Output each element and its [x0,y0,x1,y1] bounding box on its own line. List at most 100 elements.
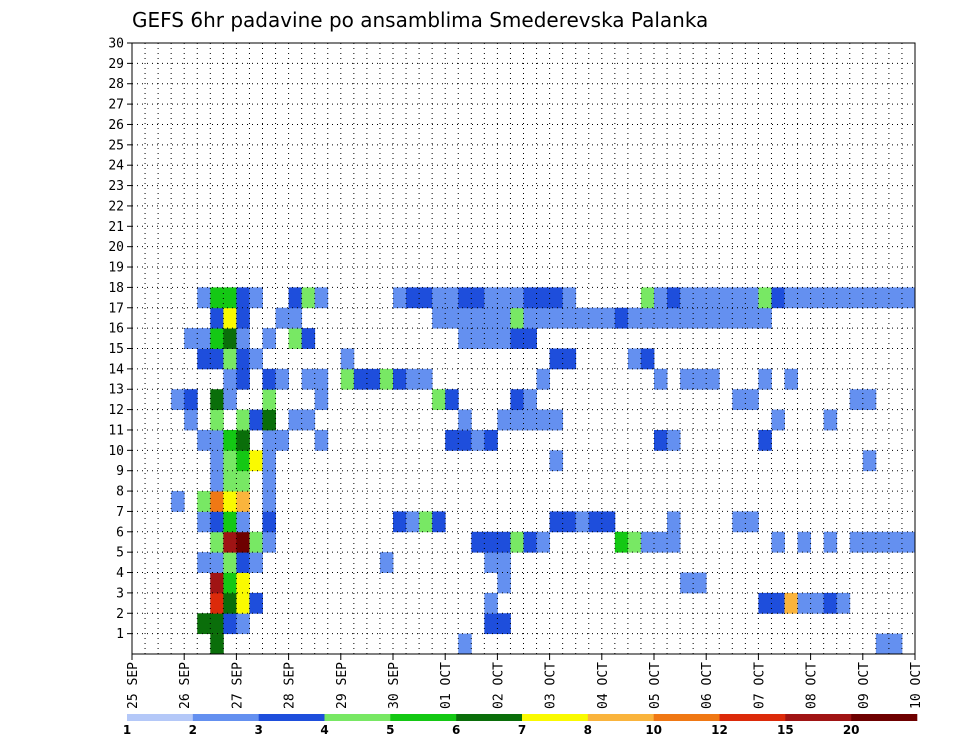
heatmap-cell [197,328,211,349]
heatmap-cell [197,511,211,533]
x-tick-label: 05 OCT [648,662,663,709]
heatmap-cell [236,287,250,309]
heatmap-cell [667,287,681,309]
heatmap-cell [523,307,537,329]
y-tick-label: 25 [108,138,124,153]
heatmap-cell [210,389,224,410]
heatmap-cell [249,531,263,553]
heatmap-cell [353,368,368,390]
heatmap-cell [497,552,511,573]
heatmap-cell [823,409,838,431]
heatmap-cell [471,307,485,329]
y-tick-label: 30 [108,37,124,52]
y-tick-label: 20 [108,240,124,255]
heatmap-cell [314,287,329,309]
legend-swatch [390,714,457,721]
heatmap-cell [549,287,564,309]
heatmap-cell [210,429,224,451]
heatmap-cell [275,429,289,451]
y-tick-label: 5 [116,546,124,561]
heatmap-cell [262,531,276,553]
heatmap-cell [236,409,250,431]
heatmap-cell [836,592,851,614]
heatmap-cell [693,368,707,390]
heatmap-cell [236,531,250,553]
legend-label: 6 [452,723,460,737]
heatmap-cell [210,307,224,329]
heatmap-cell [693,307,707,329]
legend-swatch [587,714,654,721]
x-tick-label: 06 OCT [700,662,715,709]
heatmap-cell [262,511,276,533]
heatmap-cell [197,429,211,451]
heatmap-cell [314,429,329,451]
heatmap-cell [236,450,250,472]
color-legend: 1 2 3 4 5 6 7 8 10 12 15 20 [123,714,918,737]
legend-label: 20 [843,723,860,737]
heatmap-cell [888,531,903,553]
heatmap-cell [588,511,603,533]
heatmap-cell [667,429,681,451]
heatmap-cell [236,368,250,390]
heatmap-cell [575,307,590,329]
legend-label: 10 [645,723,662,737]
heatmap-cell [523,409,537,431]
heatmap-cell [654,531,668,553]
heatmap-cell [901,531,916,553]
heatmap-cell [301,287,316,309]
heatmap-cell [510,409,524,431]
heatmap-cell [849,287,864,309]
heatmap-cell [510,389,524,410]
heatmap-cell [732,389,746,410]
heatmap-cell [445,429,459,451]
heatmap-cell [680,368,694,390]
y-tick-label: 1 [116,627,124,642]
legend-swatch [127,714,194,721]
y-tick-label: 26 [108,118,124,133]
heatmap-cell [680,572,694,594]
heatmap-cell [262,491,276,512]
heatmap-cell [484,531,498,553]
x-tick-label: 07 OCT [752,662,767,709]
heatmap-cell [640,307,655,329]
heatmap-cell [784,368,798,390]
heatmap-cell [210,328,224,349]
y-tick-label: 18 [108,281,124,296]
heatmap-cell [197,287,211,309]
heatmap-cell [784,592,798,614]
heatmap-cell [901,287,916,309]
heatmap-cell [210,592,224,614]
heatmap-cell [667,531,681,553]
heatmap-cell [432,511,446,533]
y-tick-label: 9 [116,464,124,479]
y-tick-label: 14 [108,362,124,377]
x-tick-label: 03 OCT [544,662,559,709]
heatmap-cell [758,592,772,614]
heatmap-cell [627,307,642,329]
x-tick-label: 29 SEP [335,662,350,709]
heatmap-cell [406,368,420,390]
heatmap-cell [627,531,642,553]
x-tick-label: 26 SEP [178,662,193,709]
heatmap-cell [654,287,668,309]
y-tick-label: 23 [108,179,124,194]
heatmap-cell [523,287,537,309]
legend-swatch [719,714,786,721]
heatmap-cell [823,592,838,614]
heatmap-cell [445,287,459,309]
heatmap-cell [654,368,668,390]
heatmap-cell [588,307,603,329]
heatmap-cell [275,368,289,390]
heatmap-cell [406,511,420,533]
heatmap-cell [223,348,237,370]
heatmap-cell [249,287,263,309]
heatmap-cell [236,592,250,614]
heatmap-cell [706,287,720,309]
heatmap-cell [249,552,263,573]
x-tick-label: 04 OCT [596,662,611,709]
x-tick-label: 09 OCT [857,662,872,709]
heatmap-cell [223,450,237,472]
heatmap-cell [249,348,263,370]
heatmap-cell [262,470,276,492]
